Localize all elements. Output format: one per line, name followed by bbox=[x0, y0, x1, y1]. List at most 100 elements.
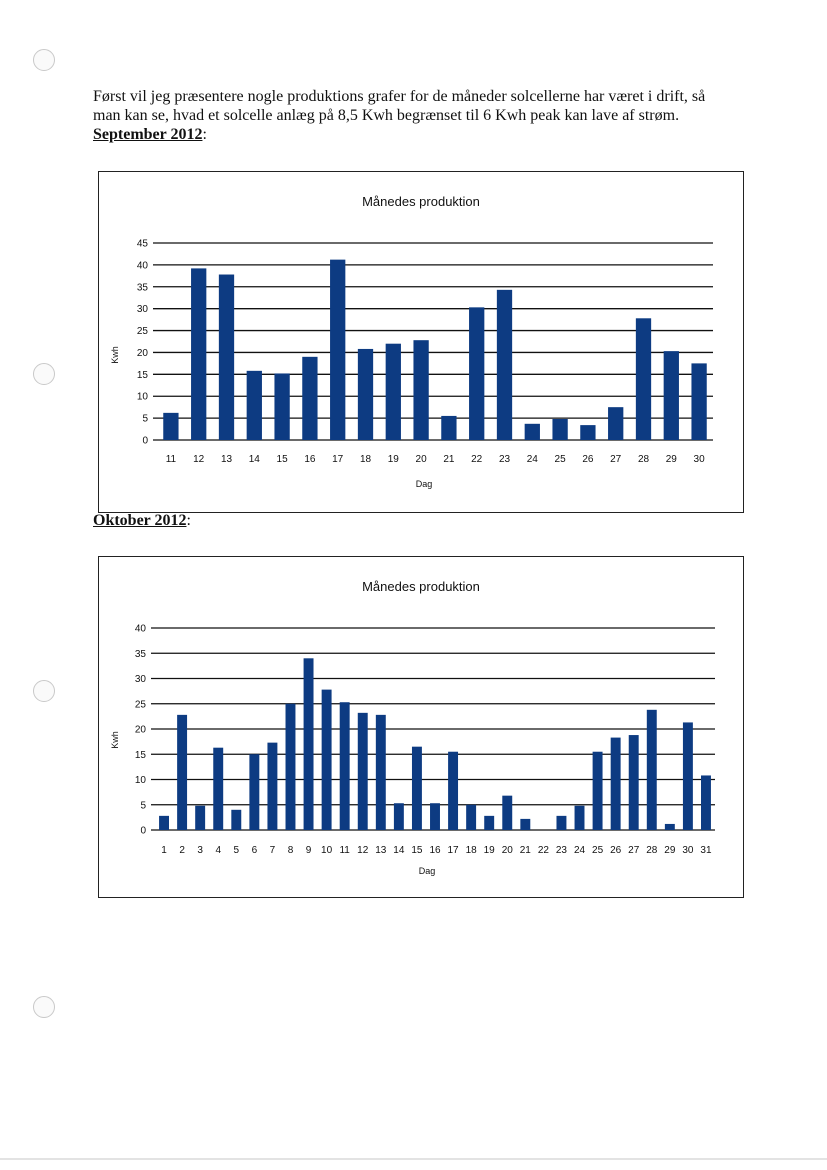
bar bbox=[469, 307, 485, 440]
binder-hole-1 bbox=[33, 49, 55, 71]
bar bbox=[430, 803, 440, 830]
bar bbox=[552, 418, 568, 440]
x-tick-label: 14 bbox=[393, 845, 405, 856]
x-tick-label: 29 bbox=[666, 454, 678, 465]
page-bottom-edge bbox=[0, 1158, 827, 1160]
intro-line-1: Først vil jeg præsentere nogle produktio… bbox=[93, 88, 706, 105]
bar bbox=[646, 709, 657, 830]
y-tick-label: 20 bbox=[135, 725, 147, 736]
y-tick-label: 15 bbox=[135, 750, 147, 761]
y-axis-label: Kwh bbox=[110, 731, 120, 749]
x-tick-label: 23 bbox=[499, 454, 511, 465]
y-tick-label: 10 bbox=[137, 392, 149, 403]
x-tick-label: 20 bbox=[416, 454, 428, 465]
bar bbox=[357, 712, 368, 830]
y-tick-label: 5 bbox=[140, 800, 146, 811]
bar bbox=[375, 714, 386, 830]
section-heading-oktober: Oktober 2012: bbox=[93, 511, 191, 530]
y-tick-label: 10 bbox=[135, 775, 147, 786]
bar bbox=[682, 722, 693, 830]
bar bbox=[663, 351, 679, 440]
bar bbox=[413, 340, 429, 440]
bar bbox=[159, 815, 169, 830]
bar bbox=[163, 412, 179, 440]
x-tick-label: 3 bbox=[197, 845, 203, 856]
bar bbox=[393, 803, 404, 830]
bar bbox=[385, 343, 401, 440]
x-tick-label: 30 bbox=[694, 454, 706, 465]
y-tick-label: 20 bbox=[137, 348, 149, 359]
chart-title: Månedes produktion bbox=[362, 579, 480, 594]
bar bbox=[218, 274, 235, 440]
x-tick-label: 19 bbox=[388, 454, 400, 465]
bar bbox=[524, 423, 540, 440]
x-tick-label: 27 bbox=[628, 845, 640, 856]
x-tick-label: 4 bbox=[215, 845, 221, 856]
y-tick-label: 25 bbox=[137, 326, 149, 337]
chart-title: Månedes produktion bbox=[362, 194, 480, 209]
x-tick-label: 2 bbox=[179, 845, 185, 856]
heading-colon: : bbox=[186, 512, 191, 529]
bar bbox=[357, 348, 374, 440]
x-tick-label: 1 bbox=[161, 845, 167, 856]
x-tick-label: 29 bbox=[664, 845, 676, 856]
bar bbox=[701, 775, 711, 830]
x-tick-label: 20 bbox=[502, 845, 514, 856]
x-tick-label: 22 bbox=[471, 454, 483, 465]
bar bbox=[285, 703, 296, 830]
x-tick-label: 17 bbox=[448, 845, 460, 856]
x-tick-label: 30 bbox=[682, 845, 694, 856]
x-tick-label: 16 bbox=[429, 845, 441, 856]
x-tick-label: 6 bbox=[252, 845, 258, 856]
y-tick-label: 0 bbox=[142, 436, 148, 447]
bar bbox=[556, 815, 567, 830]
y-tick-label: 40 bbox=[137, 260, 149, 271]
x-tick-label: 21 bbox=[520, 845, 532, 856]
section-heading-september: September 2012: bbox=[93, 125, 207, 144]
y-tick-label: 25 bbox=[135, 699, 147, 710]
bar bbox=[330, 259, 346, 440]
bar bbox=[691, 363, 707, 440]
heading-colon: : bbox=[202, 126, 207, 143]
x-tick-label: 17 bbox=[332, 454, 344, 465]
bar bbox=[302, 356, 318, 440]
bar bbox=[249, 754, 260, 830]
x-tick-label: 24 bbox=[574, 845, 586, 856]
x-axis-label: Dag bbox=[419, 866, 436, 876]
bar bbox=[592, 751, 603, 830]
bar bbox=[191, 268, 207, 440]
x-tick-label: 28 bbox=[638, 454, 650, 465]
y-tick-label: 0 bbox=[140, 826, 146, 837]
bar bbox=[321, 689, 332, 830]
y-tick-label: 35 bbox=[135, 649, 147, 660]
x-tick-label: 18 bbox=[360, 454, 372, 465]
bar bbox=[496, 289, 513, 440]
x-tick-label: 26 bbox=[582, 454, 594, 465]
heading-text: September 2012 bbox=[93, 126, 203, 143]
bar bbox=[195, 805, 206, 830]
x-tick-label: 12 bbox=[193, 454, 205, 465]
y-axis-label: Kwh bbox=[110, 346, 120, 364]
bar bbox=[441, 415, 457, 440]
bar bbox=[610, 737, 621, 830]
x-tick-label: 24 bbox=[527, 454, 539, 465]
chart-september: Månedes produktion Kwh Dag 0 5 10 15 20 25 30 3… bbox=[98, 171, 744, 513]
bar bbox=[411, 746, 422, 830]
bar bbox=[520, 818, 531, 830]
bar bbox=[213, 747, 224, 830]
bar bbox=[580, 425, 596, 440]
y-tick-label: 30 bbox=[135, 674, 147, 685]
x-tick-label: 26 bbox=[610, 845, 622, 856]
heading-text: Oktober 2012 bbox=[93, 512, 187, 529]
bar bbox=[339, 702, 350, 830]
y-tick-label: 35 bbox=[137, 282, 149, 293]
x-tick-label: 15 bbox=[411, 845, 423, 856]
y-tick-label: 40 bbox=[135, 624, 147, 635]
intro-paragraph: Først vil jeg præsentere nogle produktio… bbox=[93, 87, 753, 125]
x-tick-label: 18 bbox=[466, 845, 478, 856]
bar bbox=[628, 735, 639, 830]
x-tick-label: 22 bbox=[538, 845, 550, 856]
x-tick-label: 10 bbox=[321, 845, 333, 856]
x-tick-label: 13 bbox=[375, 845, 387, 856]
bar bbox=[664, 823, 675, 830]
